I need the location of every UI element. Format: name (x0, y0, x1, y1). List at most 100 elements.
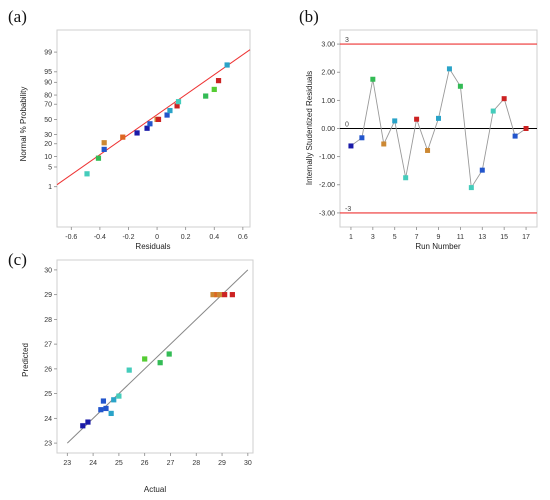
panel-c-reference-line (66, 269, 249, 444)
panel-a-data-point (95, 155, 102, 161)
panel-a-data-point (203, 93, 209, 99)
panel-b-xtick-label: 9 (437, 234, 441, 241)
panel-a-data-point (175, 99, 182, 105)
panel-a-data-point (134, 130, 140, 136)
panel-c-data-point (229, 292, 235, 298)
panel-b-data-point (392, 118, 398, 124)
panel-b-data-point (425, 147, 431, 153)
panel-b-data-point (479, 167, 485, 173)
panel-a-ytick-label: 80 (44, 92, 52, 99)
panel-b-data-point (381, 141, 387, 147)
panel-b-data-point (468, 185, 474, 191)
panel-b-limit-label: -3 (345, 206, 351, 213)
panel-b-limit-label: 3 (345, 37, 349, 44)
panel-a-reference-line (56, 49, 251, 186)
panel-a-data-point (215, 78, 222, 84)
panel-b-xtick-label: 11 (457, 234, 464, 241)
panel-a-ytick-label: 5 (48, 164, 52, 171)
panel-b-xtick-label: 3 (371, 234, 375, 241)
panel-a-ytick-label: 95 (44, 69, 52, 76)
panel-c-xtick-label: 28 (192, 460, 200, 467)
panel-b-data-point (446, 66, 452, 72)
panel-a-ytick-label: 70 (44, 102, 52, 109)
panel-b-xtick-label: 5 (393, 234, 397, 241)
panel-a-xlabel: Residuals (135, 242, 170, 251)
panel-b-data-point (512, 133, 518, 139)
panel-a-ytick-label: 20 (44, 141, 52, 148)
panel-c-data-point (103, 405, 109, 412)
panel-b-data-point (370, 76, 376, 82)
panel-c-data-point (222, 292, 228, 298)
panel-c-ytick-label: 23 (44, 441, 52, 448)
panel-a-ytick-label: 10 (44, 154, 52, 161)
panel-b-ytick-label: 3.00 (321, 41, 335, 48)
panel-a-data-point (155, 116, 162, 123)
panel-a-data-point (147, 121, 153, 127)
panel-b-data-point (359, 135, 365, 141)
panel-c-xtick-label: 24 (89, 460, 97, 467)
panel-b-xtick-label: 13 (478, 234, 486, 241)
panel-c-data-point (157, 360, 163, 366)
panel-a-xtick-label: 0.2 (181, 234, 191, 241)
panel-c-ylabel: Predicted (21, 343, 30, 377)
panel-a-data-point (174, 103, 180, 109)
panel-b-data-point (457, 83, 463, 89)
panel-a-ytick-label: 90 (44, 80, 52, 87)
panel-c-ytick-label: 24 (44, 416, 52, 423)
panel-b-ytick-label: 0.00 (321, 126, 335, 133)
panel-b-ytick-label: -1.00 (319, 154, 335, 161)
panel-c-xtick-label: 30 (244, 460, 252, 467)
panel-b-data-point (348, 143, 354, 149)
panel-c-xlabel: Actual (144, 485, 166, 494)
panel-b-ytick-label: 1.00 (321, 98, 335, 105)
predicted-vs-actual-plot: Actual Predicted 23 24 25 26 27 28 29 30 23 24 25… (21, 259, 254, 494)
panel-c-data-point (111, 397, 117, 403)
panel-c-data-point (216, 292, 223, 298)
panel-b-data-point (403, 175, 409, 181)
panel-c-data-point (126, 367, 132, 373)
panel-b-ylabel: Internally Studentized Residuals (305, 71, 314, 185)
panel-b-data-point (490, 108, 496, 114)
panel-a-data-point (164, 112, 170, 118)
panel-b-data-point (523, 126, 529, 131)
panel-c-xtick-label: 23 (63, 460, 71, 467)
panel-c-data-point (80, 423, 86, 429)
panel-c-ytick-label: 27 (44, 342, 52, 349)
panel-c-xtick-label: 27 (167, 460, 175, 467)
panel-c-data-point (85, 419, 91, 425)
panel-a-xtick-label: -0.2 (122, 234, 134, 241)
panel-b-xlabel: Run Number (415, 242, 461, 251)
panel-b-data-point (501, 96, 507, 102)
panel-label-c: (c) (8, 250, 27, 269)
panel-a-xtick-label: 0 (155, 234, 159, 241)
panel-b-zero-label: 0 (345, 122, 349, 129)
panel-c-ytick-label: 25 (44, 391, 52, 398)
panel-a-ytick-label: 1 (48, 184, 52, 191)
panel-b-xtick-label: 15 (500, 234, 508, 241)
panel-a-data-point (144, 125, 150, 131)
panel-a-data-point (120, 134, 126, 140)
panel-a-data-point (224, 62, 230, 68)
panel-c-data-point (100, 398, 107, 404)
panel-a-ylabel: Normal % Probability (19, 87, 28, 162)
panel-c-xtick-label: 29 (218, 460, 226, 467)
panel-c-ytick-label: 26 (44, 366, 52, 373)
panel-c-ytick-label: 30 (44, 267, 52, 274)
panel-b-xtick-label: 7 (415, 234, 419, 241)
panel-c-ytick-label: 29 (44, 292, 52, 299)
panel-b-xtick-label: 1 (349, 234, 353, 241)
panel-b-xtick-label: 17 (522, 234, 530, 241)
panel-a-data-point (167, 107, 173, 114)
panel-a-xtick-label: -0.4 (94, 234, 106, 241)
panel-b-ytick-label: 2.00 (321, 70, 335, 77)
panel-a-data-point (211, 86, 217, 93)
panel-label-b: (b) (299, 7, 319, 26)
panel-c-xtick-label: 25 (115, 460, 123, 467)
panel-a-ytick-label: 30 (44, 132, 52, 139)
panel-c-xtick-label: 26 (141, 460, 149, 467)
panel-a-ytick-label: 99 (44, 50, 52, 57)
panel-c-data-point (98, 407, 104, 413)
panel-a-data-point (101, 146, 107, 152)
panel-a-data-point (84, 171, 90, 177)
